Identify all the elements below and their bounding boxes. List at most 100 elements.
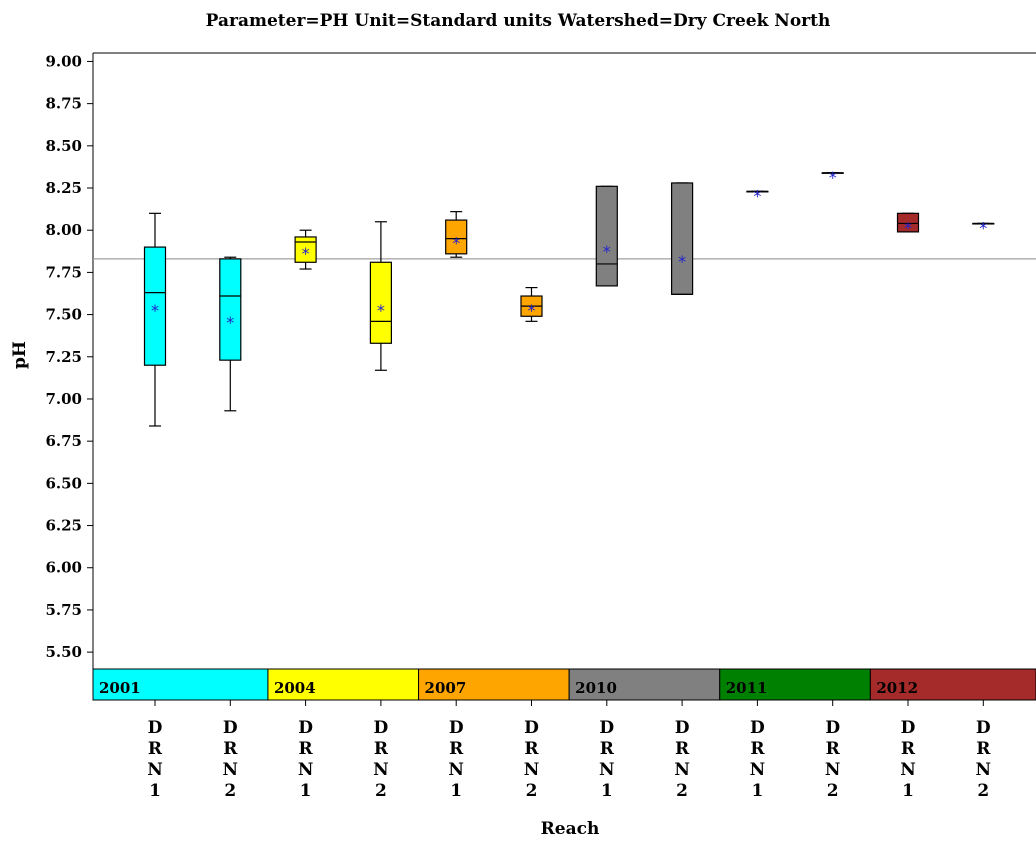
group-label-2001: 2001 [99,679,141,697]
group-label-2011: 2011 [726,679,768,697]
category-label-char: 2 [827,781,839,801]
iqr-box [369,261,392,344]
iqr-box [294,236,317,263]
mean-marker: * [452,234,460,253]
y-tick-label: 5.50 [45,643,82,661]
category-label-char: N [750,760,766,780]
box-11: * [972,218,995,237]
iqr-box [896,212,920,233]
category-label-char: 1 [450,781,462,801]
category-label-char: 1 [601,781,613,801]
y-tick-label: 7.75 [45,263,82,281]
category-label-char: R [976,739,991,759]
category-label-char: D [524,718,539,738]
category-label-char: R [524,739,539,759]
category-label-char: N [524,760,540,780]
category-label-char: D [976,718,991,738]
category-label-char: 2 [676,781,688,801]
category-label-char: N [298,760,314,780]
category-label-char: 2 [526,781,538,801]
category-label-char: N [900,760,916,780]
category-label-char: D [675,718,690,738]
box-9: * [821,168,844,187]
category-label-char: 1 [902,781,914,801]
group-band-2004 [267,668,420,701]
box-3: * [369,221,392,371]
category-label-char: R [675,739,690,759]
y-tick-label: 8.00 [45,221,82,239]
category-label-char: D [750,718,765,738]
y-tick-label: 8.50 [45,137,82,155]
box-7: * [670,182,694,295]
plot-area: 5.50 5.75 6.00 6.25 6.50 6.75 7.00 7.25 7.50 7.75… [45,52,1036,801]
group-label-2010: 2010 [575,679,617,697]
group-band-2010 [568,668,721,701]
mean-marker: * [603,242,611,261]
mean-marker: * [528,301,536,320]
mean-marker: * [979,218,987,237]
category-label-char: R [750,739,765,759]
category-label-char: D [901,718,916,738]
group-label-2007: 2007 [425,679,467,697]
box-4: * [445,211,468,258]
group-label-2012: 2012 [876,679,918,697]
y-tick-label: 6.25 [45,517,82,535]
chart-title: Parameter=PH Unit=Standard units Watersh… [206,11,831,31]
y-tick-label: 7.25 [45,348,82,366]
x-axis-label: Reach [541,819,600,839]
mean-marker: * [151,301,159,320]
box-1: * [219,256,242,412]
iqr-box [219,258,242,361]
y-tick-label: 5.75 [45,601,82,619]
category-label-char: D [223,718,238,738]
iqr-box [595,185,618,287]
mean-marker: * [377,301,385,320]
y-tick-label: 6.75 [45,432,82,450]
category-label-char: R [901,739,916,759]
iqr-box [670,182,694,295]
mean-marker: * [753,186,761,205]
y-tick-label: 6.00 [45,559,82,577]
category-label-char: 2 [977,781,989,801]
group-band-2012 [869,668,1036,701]
category-label-char: D [374,718,389,738]
category-label-char: N [674,760,690,780]
iqr-box [445,219,468,255]
category-label-char: N [223,760,239,780]
mean-marker: * [904,218,912,237]
category-label-char: D [599,718,614,738]
box-0: * [143,212,167,427]
iqr-box [143,246,167,366]
category-label-char: 2 [224,781,236,801]
mean-marker: * [829,168,837,187]
box-6: * [595,185,618,287]
category-label-char: D [449,718,464,738]
category-label-char: R [299,739,314,759]
category-label-char: 1 [300,781,312,801]
category-label-char: D [825,718,840,738]
mean-marker: * [226,313,234,332]
group-label-2004: 2004 [274,679,316,697]
y-tick-label: 8.75 [45,95,82,113]
category-label-char: N [976,760,992,780]
category-label-char: N [373,760,389,780]
category-label-char: N [448,760,464,780]
y-tick-label: 6.50 [45,474,82,492]
category-label-char: 1 [751,781,763,801]
y-tick-label: 9.00 [45,52,82,70]
category-label-char: R [600,739,615,759]
category-label-char: N [825,760,841,780]
category-label-char: R [374,739,389,759]
category-label-char: 2 [375,781,387,801]
category-label-char: R [148,739,163,759]
box-8: * [746,186,769,205]
